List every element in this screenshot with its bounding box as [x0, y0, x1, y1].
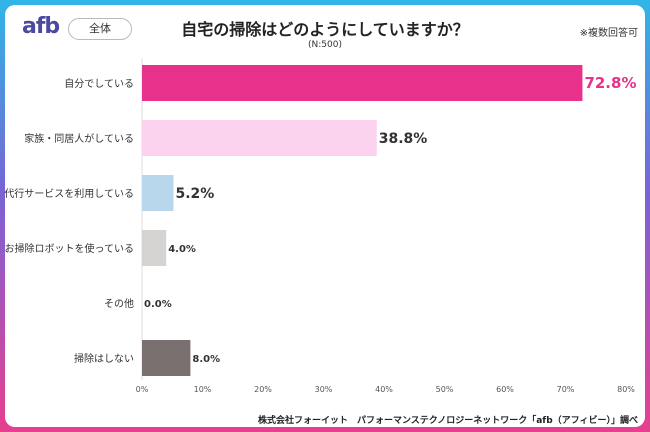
value-label: 5.2%	[175, 186, 214, 202]
value-label: 72.8%	[584, 74, 636, 92]
category-label: 代行サービスを利用している	[4, 187, 134, 200]
bar	[142, 230, 167, 266]
scope-badge: 全体	[68, 18, 132, 40]
afb-logo: afb	[22, 14, 60, 39]
sample-size: (N:500)	[308, 40, 342, 50]
bar	[142, 340, 191, 376]
x-tick-label: 60%	[496, 385, 514, 394]
value-label: 4.0%	[168, 244, 196, 255]
value-label: 0.0%	[144, 299, 172, 310]
x-tick-label: 30%	[315, 385, 333, 394]
value-label: 38.8%	[379, 131, 428, 147]
source-credit: 株式会社フォーイット パフォーマンステクノロジーネットワーク「afb（アフィビー…	[257, 416, 638, 426]
x-tick-label: 10%	[194, 385, 212, 394]
category-label: その他	[104, 297, 134, 310]
bar	[142, 120, 377, 156]
x-tick-label: 80%	[617, 385, 635, 394]
value-label: 8.0%	[192, 354, 220, 365]
category-label: 自分でしている	[64, 77, 134, 90]
chart-title: 自宅の掃除はどのようにしていますか？	[181, 20, 469, 39]
bar	[142, 65, 583, 101]
category-label: お掃除ロボットを使っている	[5, 242, 135, 255]
x-tick-label: 20%	[254, 385, 272, 394]
multiple-answer-note: ※複数回答可	[579, 28, 638, 39]
x-tick-label: 70%	[557, 385, 575, 394]
x-tick-label: 40%	[375, 385, 393, 394]
x-tick-label: 50%	[436, 385, 454, 394]
category-label: 家族・同居人がしている	[24, 132, 134, 145]
bar	[142, 175, 174, 211]
category-label: 掃除はしない	[74, 352, 134, 365]
x-tick-label: 0%	[136, 385, 149, 394]
